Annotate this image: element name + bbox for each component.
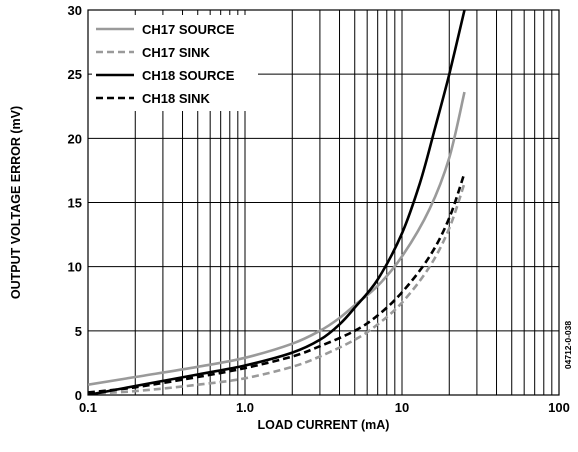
plot-frame: [87, 9, 560, 396]
legend-label-ch18-source: CH18 SOURCE: [142, 68, 235, 83]
series-line-ch18-sink: [88, 172, 466, 394]
y-axis-label: OUTPUT VOLTAGE ERROR (mV): [9, 106, 23, 299]
legend-background: [92, 15, 258, 111]
legend-label-ch18-sink: CH18 SINK: [142, 91, 211, 106]
x-tick-label: 0.1: [79, 400, 97, 415]
y-tick-label: 10: [68, 260, 82, 275]
y-tick-label: 30: [68, 3, 82, 18]
series-line-ch18-source: [88, 10, 466, 395]
y-tick-label: 15: [68, 196, 82, 211]
series-lines: [88, 10, 466, 395]
y-tick-label: 5: [75, 324, 82, 339]
x-axis-label: LOAD CURRENT (mA): [258, 418, 390, 432]
y-tick-label: 20: [68, 131, 82, 146]
legend-label-ch17-sink: CH17 SINK: [142, 45, 211, 60]
x-tick-label: 1.0: [236, 400, 254, 415]
legend-label-ch17-source: CH17 SOURCE: [142, 22, 235, 37]
y-tick-label: 0: [75, 388, 82, 403]
legend: CH17 SOURCE CH17 SINK CH18 SOURCE CH18 SINK: [96, 22, 235, 106]
x-tick-label: 10: [395, 400, 409, 415]
series-line-ch17-source: [88, 91, 466, 386]
y-tick-label: 25: [68, 67, 82, 82]
x-tick-label: 100: [548, 400, 570, 415]
series-line-ch17-sink: [88, 182, 466, 395]
tick-labels: 0.1 1.0 10 100 0 5 10 15 20 25 30: [68, 3, 570, 415]
figure-annotation: 04712-0-038: [563, 321, 573, 369]
